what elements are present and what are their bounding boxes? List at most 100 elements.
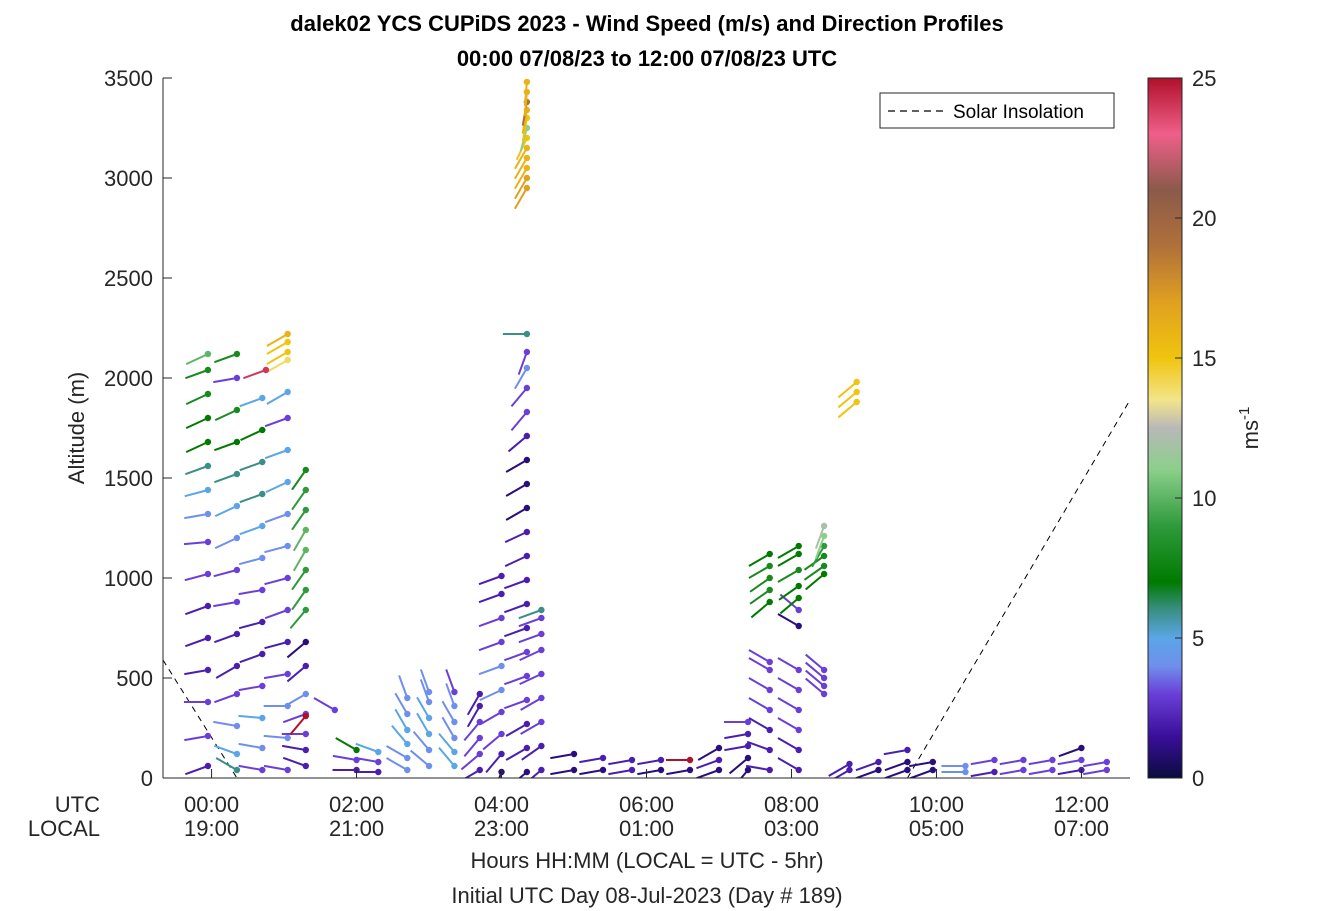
wind-barb-point xyxy=(302,506,310,514)
wind-barb-point xyxy=(853,388,860,396)
wind-barb-stick xyxy=(214,409,238,422)
wind-barb-stick xyxy=(185,369,209,380)
wind-barb-point xyxy=(523,184,531,192)
wind-barb-stick xyxy=(239,493,263,504)
x-axis-label: Hours HH:MM (LOCAL = UTC - 5hr) xyxy=(470,848,823,873)
wind-barb-stick xyxy=(521,109,528,134)
wind-barb-stick xyxy=(510,411,528,432)
wind-barb-stick xyxy=(398,675,409,699)
wind-barb-point xyxy=(795,726,802,734)
wind-barb-stick xyxy=(550,753,575,760)
wind-barb-point xyxy=(233,374,241,382)
wind-barb-stick xyxy=(777,553,800,567)
wind-barb-point xyxy=(538,670,545,678)
wind-barb-stick xyxy=(386,757,408,771)
wind-barb-stick xyxy=(185,465,209,476)
wind-barb-point xyxy=(302,546,310,554)
wind-barb-stick xyxy=(185,353,209,366)
x-tick-label-local: 07:00 xyxy=(1054,816,1109,841)
wind-barb-point xyxy=(523,744,531,752)
wind-barb-stick xyxy=(214,505,238,518)
wind-barb-point xyxy=(795,706,802,714)
wind-barb-point xyxy=(425,714,433,722)
wind-barb-stick xyxy=(214,441,238,452)
plot-area xyxy=(163,78,1130,778)
wind-barb-stick xyxy=(637,759,662,766)
y-tick-label: 2000 xyxy=(104,366,153,391)
wind-barb-point xyxy=(523,174,531,182)
wind-barb-point xyxy=(498,730,505,738)
wind-barb-stick xyxy=(445,683,456,707)
wind-barb-point xyxy=(259,554,266,562)
wind-barb-point xyxy=(498,572,505,580)
wind-barb-stick xyxy=(855,761,879,772)
wind-barb-point xyxy=(302,486,310,494)
wind-barb-stick xyxy=(478,617,502,628)
colorbar-label: ms-1 xyxy=(1236,407,1263,450)
wind-barb-point xyxy=(538,614,545,622)
wind-barb-stick xyxy=(518,609,542,620)
wind-barb-stick xyxy=(185,393,209,406)
wind-barb-point xyxy=(523,78,531,86)
wind-barb-point xyxy=(451,748,458,756)
wind-barb-point xyxy=(331,706,338,714)
wind-barb-point xyxy=(538,742,545,750)
wind-barb-stick xyxy=(777,717,800,731)
wind-barb-point xyxy=(820,690,828,698)
wind-barb-stick xyxy=(238,742,263,749)
wind-barb-point xyxy=(795,566,802,574)
wind-barb-point xyxy=(744,742,752,750)
wind-barb-stick xyxy=(803,565,825,581)
wind-barb-point xyxy=(204,350,212,358)
wind-barb-point xyxy=(284,734,291,742)
wind-barb-point xyxy=(538,718,545,726)
wind-barb-stick xyxy=(749,577,771,593)
wind-barb-point xyxy=(284,510,291,518)
wind-barb-stick xyxy=(1057,769,1082,776)
wind-barb-stick xyxy=(518,771,528,778)
wind-barb-stick xyxy=(266,341,289,355)
wind-barb-stick xyxy=(478,665,502,676)
solar-insolation-line xyxy=(163,659,238,778)
wind-barb-point xyxy=(204,762,212,770)
wind-barb-stick xyxy=(514,147,528,170)
colorbar-ticks: 0 5 10 15 20 25 xyxy=(1175,66,1216,791)
wind-barb-point xyxy=(204,390,212,398)
wind-barb-point xyxy=(498,590,505,598)
wind-barb-stick xyxy=(579,769,604,776)
wind-barb-stick xyxy=(855,769,879,778)
wind-barb-point xyxy=(204,438,212,446)
wind-barb-point xyxy=(451,734,458,742)
wind-barb-stick xyxy=(239,525,263,536)
wind-barb-stick xyxy=(239,461,263,472)
wind-barb-point xyxy=(204,634,212,642)
y-tick-label: 3500 xyxy=(104,66,153,91)
wind-barb-point xyxy=(284,574,291,582)
wind-barb-point xyxy=(538,766,545,774)
wind-barb-stick xyxy=(828,763,850,777)
wind-barb-stick xyxy=(419,669,430,693)
wind-barb-point xyxy=(204,510,212,518)
wind-barb-point xyxy=(820,674,828,682)
wind-barb-stick xyxy=(696,759,720,770)
wind-barb-stick xyxy=(724,733,749,740)
wind-barb-stick xyxy=(505,723,528,737)
wind-barb-point xyxy=(259,586,266,594)
wind-barb-stick xyxy=(265,481,289,494)
wind-barb-stick xyxy=(478,593,502,604)
wind-barb-point xyxy=(795,542,802,550)
wind-barb-stick xyxy=(215,757,238,771)
wind-barb-point xyxy=(404,754,411,762)
wind-barb-stick xyxy=(281,744,306,751)
wind-barb-stick xyxy=(463,721,481,742)
wind-barb-point xyxy=(233,598,241,606)
wind-barb-stick xyxy=(264,577,288,586)
wind-barb-stick xyxy=(518,633,542,644)
wind-barb-point xyxy=(523,348,531,356)
wind-barb-point xyxy=(686,766,694,774)
y-axis-ticks: 0 500 1000 1500 2000 2500 3000 3500 xyxy=(104,66,172,791)
wind-barb-point xyxy=(766,574,773,582)
wind-barb-point xyxy=(204,602,212,610)
wind-barb-stick xyxy=(805,661,825,679)
x-tick-label-utc: 04:00 xyxy=(474,792,529,817)
